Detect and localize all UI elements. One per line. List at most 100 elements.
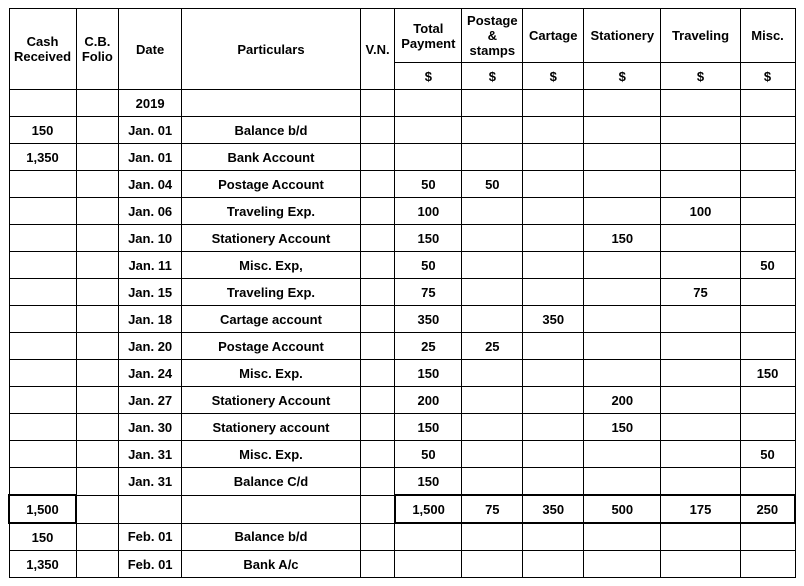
cell-stationery	[584, 198, 661, 225]
cell-total: 50	[395, 441, 462, 468]
currency-stationery: $	[584, 63, 661, 90]
cell-stationery	[584, 117, 661, 144]
cell-total: 150	[395, 468, 462, 496]
cell-cartage	[523, 117, 584, 144]
cell-misc	[740, 144, 795, 171]
cell-cartage	[523, 551, 584, 578]
cell-cartage: 350	[523, 495, 584, 523]
cell-stationery	[584, 279, 661, 306]
cell-postage	[462, 360, 523, 387]
col-postage: Postage & stamps	[462, 9, 523, 63]
currency-traveling: $	[661, 63, 740, 90]
table-row: Jan. 30Stationery account150150	[9, 414, 795, 441]
cell-cash	[9, 306, 76, 333]
cell-cb	[76, 117, 119, 144]
cell-misc	[740, 171, 795, 198]
cell-cash: 150	[9, 523, 76, 551]
cell-cb	[76, 198, 119, 225]
cell-cb	[76, 495, 119, 523]
cell-vn	[360, 198, 395, 225]
cell-part: Stationery Account	[182, 387, 361, 414]
cell-cb	[76, 306, 119, 333]
cell-misc	[740, 306, 795, 333]
col-cartage: Cartage	[523, 9, 584, 63]
cell-date: Jan. 24	[119, 360, 182, 387]
cell-stationery	[584, 333, 661, 360]
cell-misc	[740, 468, 795, 496]
cell-cartage	[523, 333, 584, 360]
cell-cb	[76, 171, 119, 198]
cell-cartage	[523, 171, 584, 198]
cell-date: Jan. 10	[119, 225, 182, 252]
cell-traveling	[661, 117, 740, 144]
cell-postage	[462, 414, 523, 441]
cell-traveling	[661, 360, 740, 387]
cell-postage: 50	[462, 171, 523, 198]
cell-traveling	[661, 144, 740, 171]
cell-vn	[360, 523, 395, 551]
cell-date: Jan. 31	[119, 441, 182, 468]
cell-part: Balance b/d	[182, 523, 361, 551]
cell-date: Jan. 01	[119, 117, 182, 144]
col-particulars: Particulars	[182, 9, 361, 90]
cell-cartage	[523, 441, 584, 468]
cell-misc	[740, 279, 795, 306]
cell-postage	[462, 468, 523, 496]
cell-cash	[9, 414, 76, 441]
cell-cartage	[523, 252, 584, 279]
cell-total: 50	[395, 171, 462, 198]
cell-date: Jan. 18	[119, 306, 182, 333]
cell-traveling	[661, 523, 740, 551]
cell-misc: 50	[740, 441, 795, 468]
cell-misc	[740, 117, 795, 144]
cell-date: Jan. 11	[119, 252, 182, 279]
cell-misc: 250	[740, 495, 795, 523]
table-row: 1,350Feb. 01Bank A/c	[9, 551, 795, 578]
cell-cb	[76, 225, 119, 252]
cell-vn	[360, 279, 395, 306]
cell-stationery	[584, 468, 661, 496]
cell-total	[395, 90, 462, 117]
cell-traveling	[661, 306, 740, 333]
cell-cartage	[523, 90, 584, 117]
cell-misc	[740, 387, 795, 414]
cell-part: Stationery account	[182, 414, 361, 441]
table-row: 1,350Jan. 01Bank Account	[9, 144, 795, 171]
cell-traveling: 175	[661, 495, 740, 523]
cell-traveling	[661, 551, 740, 578]
cell-cartage	[523, 468, 584, 496]
cell-postage	[462, 306, 523, 333]
cell-total: 150	[395, 360, 462, 387]
cell-cash	[9, 279, 76, 306]
cell-cash	[9, 252, 76, 279]
cell-postage	[462, 144, 523, 171]
cell-postage	[462, 279, 523, 306]
cell-part: Traveling Exp.	[182, 279, 361, 306]
cell-vn	[360, 551, 395, 578]
cell-total: 200	[395, 387, 462, 414]
cell-vn	[360, 333, 395, 360]
totals-row: 1,5001,50075350500175250	[9, 495, 795, 523]
cell-cb	[76, 441, 119, 468]
cell-traveling	[661, 171, 740, 198]
cell-vn	[360, 306, 395, 333]
cell-traveling	[661, 90, 740, 117]
cell-traveling	[661, 468, 740, 496]
cell-vn	[360, 90, 395, 117]
cell-misc	[740, 523, 795, 551]
cell-cash	[9, 468, 76, 496]
cell-postage	[462, 225, 523, 252]
cell-cartage: 350	[523, 306, 584, 333]
cell-cash: 1,500	[9, 495, 76, 523]
table-body: 2019150Jan. 01Balance b/d1,350Jan. 01Ban…	[9, 90, 795, 578]
cell-postage	[462, 441, 523, 468]
cell-cartage	[523, 144, 584, 171]
cell-date: Jan. 27	[119, 387, 182, 414]
cell-misc: 150	[740, 360, 795, 387]
col-misc: Misc.	[740, 9, 795, 63]
table-row: Jan. 10Stationery Account150150	[9, 225, 795, 252]
cell-vn	[360, 171, 395, 198]
cell-cb	[76, 523, 119, 551]
table-row: Jan. 31Balance C/d150	[9, 468, 795, 496]
cell-total: 150	[395, 414, 462, 441]
